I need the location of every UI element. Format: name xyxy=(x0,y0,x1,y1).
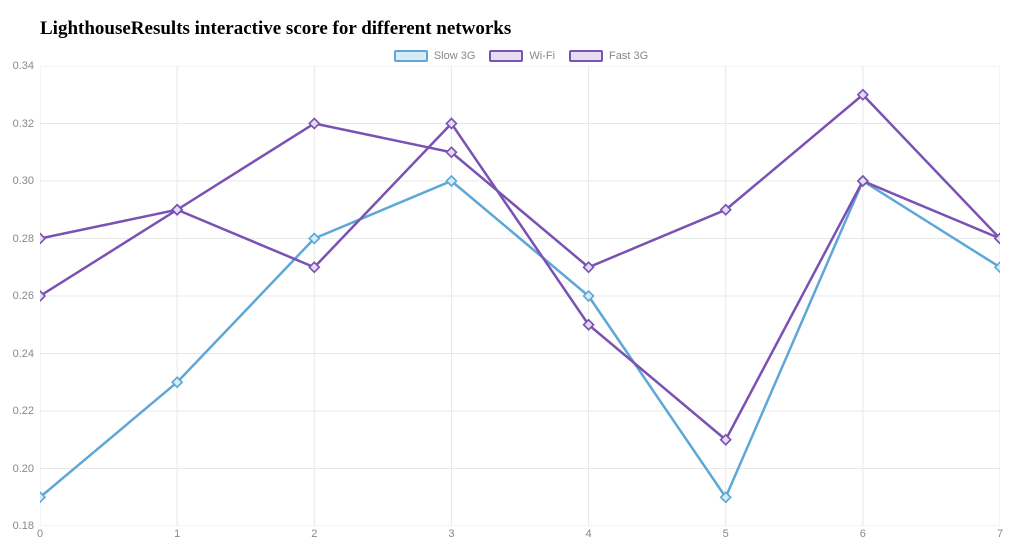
y-tick-label: 0.20 xyxy=(4,463,34,475)
legend-label: Slow 3G xyxy=(434,50,476,62)
y-tick-label: 0.32 xyxy=(4,118,34,130)
x-tick-label: 3 xyxy=(448,528,454,540)
y-tick-label: 0.34 xyxy=(4,60,34,72)
legend-swatch xyxy=(569,50,603,62)
y-tick-label: 0.26 xyxy=(4,290,34,302)
x-tick-label: 1 xyxy=(174,528,180,540)
x-tick-label: 0 xyxy=(37,528,43,540)
chart-plot-wrap: 0.180.200.220.240.260.280.300.320.34 012… xyxy=(40,66,1000,526)
series-line xyxy=(40,124,1000,440)
x-tick-label: 5 xyxy=(723,528,729,540)
series-line xyxy=(40,181,1000,497)
legend-item[interactable]: Fast 3G xyxy=(569,50,648,62)
legend-item[interactable]: Wi-Fi xyxy=(489,50,555,62)
chart-legend: Slow 3G Wi-Fi Fast 3G xyxy=(40,50,1002,62)
series-marker xyxy=(40,234,45,244)
legend-label: Wi-Fi xyxy=(529,50,555,62)
legend-label: Fast 3G xyxy=(609,50,648,62)
y-axis: 0.180.200.220.240.260.280.300.320.34 xyxy=(4,66,40,526)
y-tick-label: 0.24 xyxy=(4,348,34,360)
legend-swatch xyxy=(394,50,428,62)
chart-plot-svg xyxy=(40,66,1000,526)
y-tick-label: 0.18 xyxy=(4,520,34,532)
chart-container: LighthouseResults interactive score for … xyxy=(0,0,1024,553)
y-tick-label: 0.28 xyxy=(4,233,34,245)
y-tick-label: 0.30 xyxy=(4,175,34,187)
chart-title: LighthouseResults interactive score for … xyxy=(40,18,1002,40)
legend-item[interactable]: Slow 3G xyxy=(394,50,476,62)
legend-swatch xyxy=(489,50,523,62)
x-tick-label: 6 xyxy=(860,528,866,540)
x-tick-label: 7 xyxy=(997,528,1003,540)
x-tick-label: 2 xyxy=(311,528,317,540)
x-axis: 0 1 2 3 4 5 6 7 xyxy=(40,526,1000,542)
x-tick-label: 4 xyxy=(586,528,592,540)
y-tick-label: 0.22 xyxy=(4,405,34,417)
